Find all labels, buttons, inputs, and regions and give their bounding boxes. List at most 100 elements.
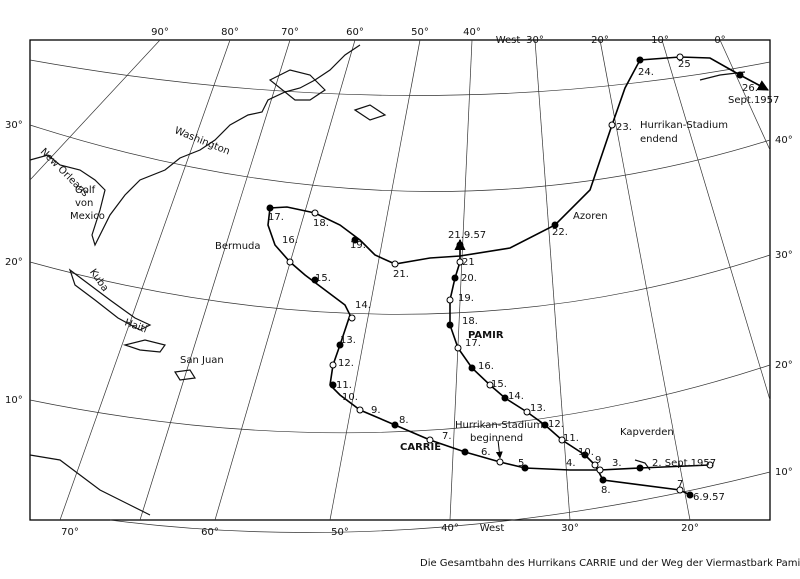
carrie-date: 26. [742, 83, 758, 94]
carrie-track [267, 56, 769, 471]
pamir-date: 16. [478, 361, 494, 372]
pamir-station [599, 476, 607, 484]
annotation: endend [640, 134, 678, 145]
pamir-date: 21.9.57 [448, 230, 486, 241]
longitude-label: 20° [591, 35, 609, 46]
annotation: Hurrikan-Stadium [640, 120, 728, 131]
longitude-label: 40° [463, 27, 481, 38]
pamir-date: 21 [462, 257, 475, 268]
longitude-label: 20° [681, 523, 699, 534]
latitude-label: 10° [5, 395, 23, 406]
latitude-label: 30° [5, 120, 23, 131]
pamir-station [486, 381, 494, 389]
carrie-date: 24. [638, 67, 654, 78]
pamir-date: 19. [458, 293, 474, 304]
carrie-date: 23. [616, 122, 632, 133]
carrie-station [426, 436, 434, 444]
carrie-date: 15. [315, 273, 331, 284]
longitude-label: 0° [714, 35, 725, 46]
place-label: von [75, 198, 93, 209]
carrie-date: 3. [612, 458, 622, 469]
carrie-station [551, 221, 559, 229]
place-label: Kapverden [620, 427, 674, 438]
longitude-label: 30° [561, 523, 579, 534]
pamir-station [581, 451, 589, 459]
carrie-date: 16. [282, 235, 298, 246]
pamir-station [446, 296, 454, 304]
pamir-station [558, 436, 566, 444]
carrie-station [336, 341, 344, 349]
carrie-date: 8. [399, 415, 409, 426]
carrie-date: 21. [393, 269, 409, 280]
map-frame [29, 39, 771, 521]
carrie-station [596, 466, 604, 474]
coastlines [29, 44, 746, 516]
pamir-station [451, 274, 459, 282]
longitude-label: 50° [331, 527, 349, 538]
pamir-date: 7 [677, 479, 683, 490]
carrie-station [636, 56, 644, 64]
pamir-date: 13. [530, 403, 546, 414]
pamir-station [686, 491, 694, 499]
pamir-station [454, 344, 462, 352]
track-name: PAMIR [468, 330, 504, 341]
annotation-arrow [495, 439, 503, 459]
carrie-date: 12. [338, 358, 354, 369]
pamir-station [676, 486, 684, 494]
place-label: Mexico [70, 211, 105, 222]
carrie-date: 6. [481, 447, 491, 458]
longitude-label: 10° [651, 35, 669, 46]
carrie-date: 17. [268, 212, 284, 223]
longitude-label: 90° [151, 27, 169, 38]
carrie-station [736, 71, 744, 79]
place-label: Azoren [573, 211, 608, 222]
carrie-station [266, 204, 274, 212]
carrie-station [286, 258, 294, 266]
annotation: beginnend [470, 433, 523, 444]
place-label: Bermuda [215, 241, 261, 252]
pamir-date: 18. [462, 316, 478, 327]
carrie-station [311, 276, 319, 284]
carrie-station [608, 121, 616, 129]
pamir-date: 17. [465, 338, 481, 349]
carrie-station [351, 236, 359, 244]
longitude-label: 60° [346, 27, 364, 38]
pamir-station [456, 258, 464, 266]
longitude-label: West [496, 35, 521, 46]
place-label: Washington [173, 125, 232, 157]
carrie-date: 25 [678, 59, 691, 70]
carrie-date: 5. [518, 458, 528, 469]
carrie-date: 19. [350, 240, 366, 251]
graticule [29, 39, 771, 533]
carrie-date: 4. [566, 458, 576, 469]
pamir-station [523, 408, 531, 416]
carrie-station [706, 461, 714, 469]
longitude-label: 30° [526, 35, 544, 46]
longitude-label: 40° [441, 523, 459, 534]
pamir-date: 14. [508, 391, 524, 402]
carrie-station [636, 464, 644, 472]
carrie-station [521, 464, 529, 472]
latitude-label: 20° [5, 257, 23, 268]
carrie-station [329, 381, 337, 389]
place-label: Haiti [123, 317, 148, 335]
place-label: Golf [75, 185, 96, 196]
pamir-station [456, 241, 464, 249]
pamir-station [468, 364, 476, 372]
carrie-station [356, 406, 364, 414]
pamir-date: 6.9.57 [693, 492, 725, 503]
carrie-station [391, 421, 399, 429]
latitude-label: 30° [775, 250, 793, 261]
carrie-date: 10. [342, 392, 358, 403]
carrie-date: Sept.1957 [728, 95, 779, 106]
longitude-label: 70° [281, 27, 299, 38]
carrie-date: 9. [371, 405, 381, 416]
pamir-date: 8. [601, 485, 611, 496]
carrie-station [461, 448, 469, 456]
pamir-station [591, 461, 599, 469]
pamir-date: 20. [461, 273, 477, 284]
pamir-date: 9 [595, 455, 601, 466]
track-name: CARRIE [400, 442, 441, 453]
latitude-label: 40° [775, 135, 793, 146]
